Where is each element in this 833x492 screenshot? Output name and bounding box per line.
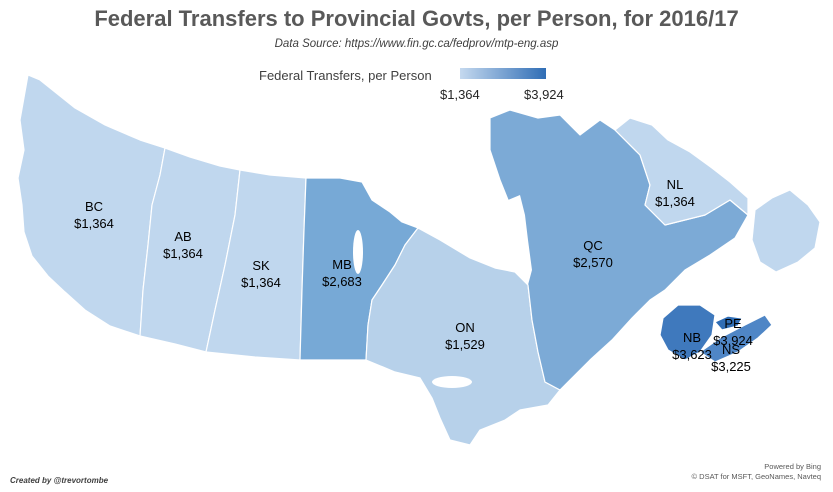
province-new-brunswick[interactable]	[659, 304, 716, 361]
label-nl: NL $1,364	[655, 176, 695, 210]
province-nova-scotia[interactable]	[699, 314, 773, 363]
label-nb-value: $3,623	[672, 347, 712, 362]
province-saskatchewan[interactable]	[205, 169, 307, 361]
label-bc-abbr: BC	[84, 199, 104, 214]
legend-max-label: $3,924	[524, 87, 564, 102]
label-ab-abbr: AB	[174, 229, 192, 244]
label-mb: MB $2,683	[322, 256, 362, 290]
lake-winnipeg	[353, 230, 363, 274]
label-ab-value: $1,364	[163, 246, 203, 261]
label-on-value: $1,529	[445, 337, 485, 352]
label-mb-abbr: MB	[332, 257, 352, 272]
label-ns-value: $3,225	[711, 359, 751, 374]
lake-superior	[432, 376, 472, 388]
label-pe: PE $3,924	[713, 315, 753, 349]
newfoundland-island[interactable]	[751, 189, 821, 273]
label-on-abbr: ON	[455, 320, 475, 335]
label-qc: QC $2,570	[573, 237, 613, 271]
map-attribution: Powered by Bing © DSAT for MSFT, GeoName…	[692, 462, 821, 482]
label-pe-abbr: PE	[724, 316, 742, 331]
label-sk-abbr: SK	[252, 258, 270, 273]
label-nb-abbr: NB	[682, 330, 702, 345]
label-bc-value: $1,364	[74, 216, 114, 231]
province-newfoundland-labrador[interactable]	[614, 117, 749, 226]
label-nb: NB $3,623	[672, 329, 712, 363]
legend-title: Federal Transfers, per Person	[259, 68, 432, 83]
label-sk-value: $1,364	[241, 275, 281, 290]
legend-color-scale	[460, 68, 546, 79]
label-ns: NS $3,225	[711, 341, 751, 375]
data-source: Data Source: https://www.fin.gc.ca/fedpr…	[274, 38, 559, 50]
author-credit: Created by @trevortombe	[10, 476, 109, 485]
label-mb-value: $2,683	[322, 274, 362, 289]
copyright-line: © DSAT for MSFT, GeoNames, Navteq	[691, 472, 821, 481]
legend-min-label: $1,364	[440, 87, 480, 102]
label-nl-abbr: NL	[666, 177, 684, 192]
label-ns-abbr: NS	[721, 342, 741, 357]
label-ab: AB $1,364	[163, 228, 203, 262]
powered-by-line: Powered by Bing	[764, 462, 821, 471]
map-title: Federal Transfers to Provincial Govts, p…	[94, 6, 739, 31]
label-on: ON $1,529	[445, 319, 485, 353]
label-qc-abbr: QC	[583, 238, 603, 253]
label-bc: BC $1,364	[74, 198, 114, 232]
label-nl-value: $1,364	[655, 194, 695, 209]
label-sk: SK $1,364	[241, 257, 281, 291]
label-pe-value: $3,924	[713, 333, 753, 348]
label-qc-value: $2,570	[573, 255, 613, 270]
hudson-james-bay	[508, 195, 532, 285]
province-pei[interactable]	[714, 315, 743, 331]
